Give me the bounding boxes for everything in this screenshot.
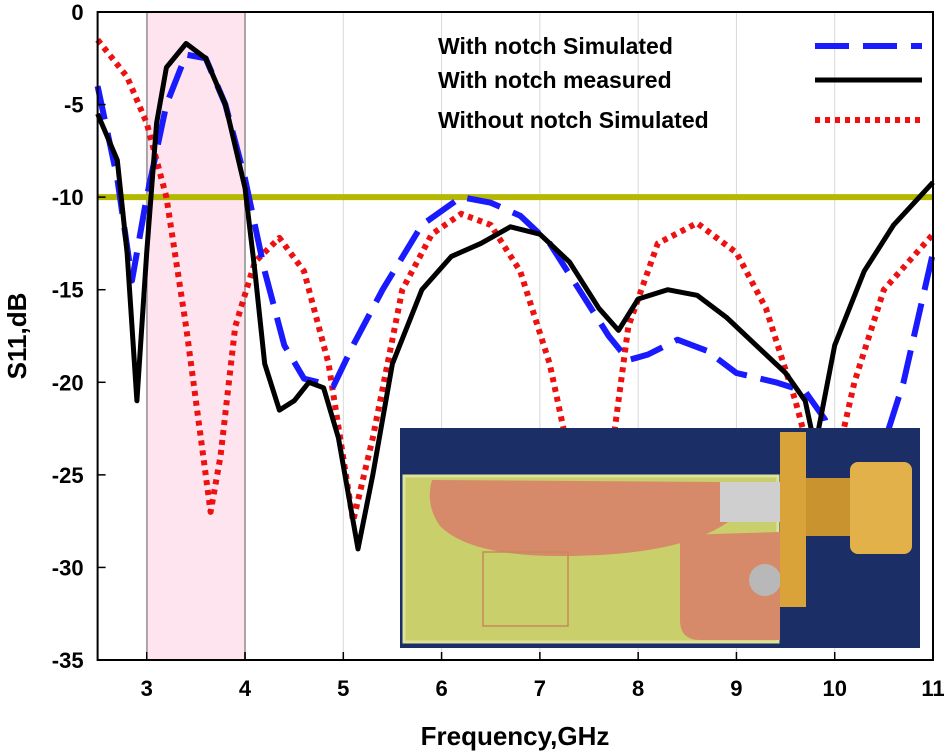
x-tick-label: 8 [632, 676, 644, 701]
x-axis-label: Frequency,GHz [421, 721, 610, 751]
x-tick-label: 10 [822, 676, 846, 701]
x-tick-label: 9 [730, 676, 742, 701]
plot-frame [96, 11, 935, 661]
series-line [95, 37, 936, 534]
legend-label: With notch Simulated [438, 33, 673, 59]
solder [749, 564, 781, 596]
y-axis-label: S11,dB [2, 293, 32, 380]
axes: 3 4 5 6 7 8 9 10 11 0 -5 -10 -15 -20 -25 -30 -35 [52, 0, 945, 701]
y-tick-label: 0 [71, 0, 83, 25]
series-line [94, 51, 936, 497]
x-tick-label: 7 [534, 676, 546, 701]
lines [94, 37, 936, 552]
x-tick-label: 11 [921, 676, 944, 701]
series-line [95, 41, 935, 552]
x-tick-label: 3 [141, 676, 153, 701]
y-tick-label: -25 [52, 463, 84, 488]
connector-body [806, 478, 856, 536]
x-tick-label: 6 [435, 676, 447, 701]
y-tick-label: -20 [52, 370, 84, 395]
connector-thread [850, 462, 912, 554]
legend: With notch Simulated With notch measured W… [438, 33, 922, 133]
y-tick-label: -15 [52, 278, 84, 303]
y-tick-label: -35 [52, 648, 84, 673]
y-tick-label: -10 [52, 185, 84, 210]
connector-flange [780, 432, 806, 607]
y-tick-label: -30 [52, 555, 84, 580]
legend-label: Without notch Simulated [438, 107, 709, 133]
x-tick-label: 4 [239, 676, 252, 701]
y-tick-label: -5 [64, 93, 84, 118]
inset-photo [400, 428, 920, 648]
feed-pin [720, 482, 780, 522]
ground [680, 532, 780, 640]
patch [429, 480, 734, 556]
legend-label: With notch measured [438, 67, 672, 93]
notch-outline [482, 551, 569, 627]
x-tick-label: 5 [337, 676, 349, 701]
